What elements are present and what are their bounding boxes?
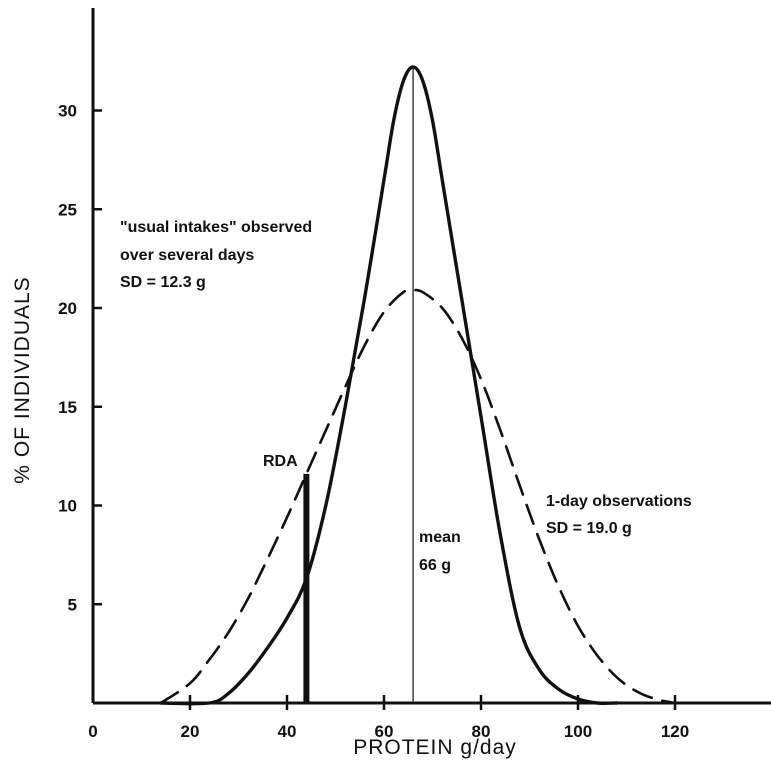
one-day-annotation: 1-day observations SD = 19.0 g [546, 493, 692, 537]
tick-labels: 0 20 40 60 80 100 120 5 10 15 20 25 30 [58, 102, 689, 742]
y-axis-title: % OF INDIVIDUALS [11, 276, 34, 483]
x-axis-title: PROTEIN g/day [353, 736, 517, 759]
rda-label: RDA [263, 453, 298, 470]
y-tick-label: 15 [58, 398, 77, 417]
tick-marks [93, 109, 677, 710]
y-tick-label: 20 [58, 299, 77, 318]
one-day-line1: 1-day observations [546, 493, 692, 510]
x-tick-label: 0 [88, 722, 97, 741]
usual-intakes-line2: over several days [120, 247, 254, 264]
series-layer [159, 65, 677, 706]
markers [303, 67, 414, 703]
usual-intakes-curve [159, 65, 619, 706]
y-tick-label: 30 [58, 102, 77, 121]
y-tick-label: 25 [58, 200, 77, 219]
x-tick-label: 40 [278, 722, 297, 741]
mean-annotation: mean 66 g [419, 529, 461, 574]
x-tick-label: 60 [375, 722, 394, 741]
usual-intakes-sd: SD = 12.3 g [120, 274, 206, 291]
usual-intakes-line1: "usual intakes" observed [120, 219, 312, 236]
x-tick-label: 100 [564, 722, 592, 741]
x-tick-label: 120 [661, 722, 689, 741]
usual-intakes-annotation: "usual intakes" observed over several da… [120, 219, 312, 291]
y-tick-label: 10 [58, 497, 77, 516]
mean-label: mean [419, 529, 461, 546]
one-day-observations-curve [159, 288, 677, 705]
mean-value: 66 g [419, 557, 451, 574]
x-tick-label: 80 [472, 722, 491, 741]
one-day-sd: SD = 19.0 g [546, 520, 632, 537]
x-tick-label: 20 [181, 722, 200, 741]
y-tick-label: 5 [68, 595, 77, 614]
